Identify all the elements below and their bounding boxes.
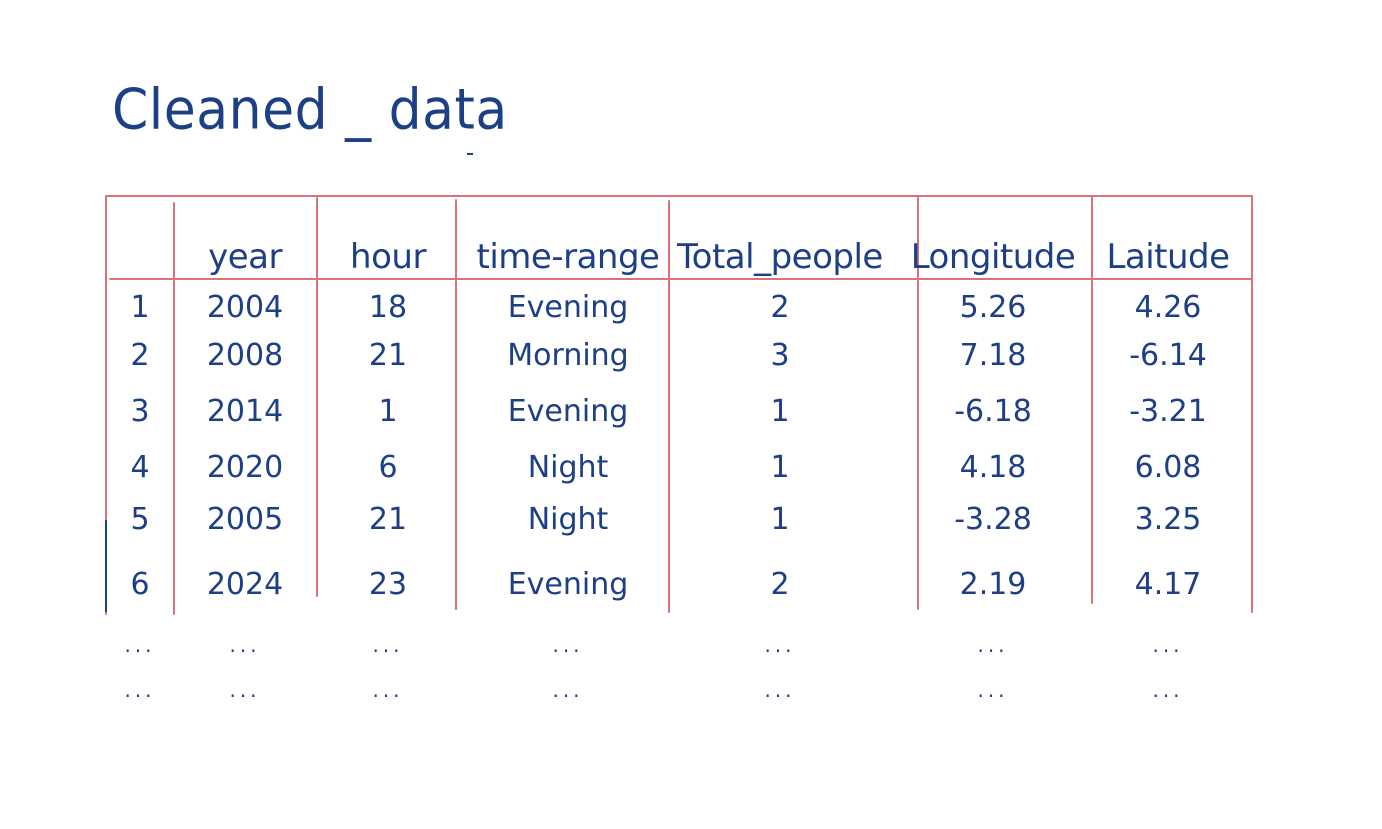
table-cell-latitude: -3.21 [1129,394,1207,429]
table-cell-hour: 21 [368,338,408,373]
continuation-cell-hour: ... [372,678,404,702]
table-cell-total-people: 2 [770,290,790,325]
table-cell-longitude: 5.26 [959,290,1027,325]
column-header-year: year [208,237,282,277]
table-cell-latitude: 6.08 [1134,450,1202,485]
table-cell-latitude: 4.17 [1134,567,1202,602]
table-cell-total-people: 1 [770,394,790,429]
page-title: Cleaned _ data [112,77,508,143]
table-cell-time-range: Morning [507,338,629,373]
continuation-cell-total-people: ... [764,678,796,702]
table-cell-year: 2004 [206,290,284,325]
table-cell-hour: 23 [368,567,408,602]
continuation-cell-longitude: ... [977,678,1009,702]
table-cell-hour: 6 [378,450,398,485]
column-header-time-range: time-range [476,237,660,277]
table-cell-index: 6 [130,567,150,602]
table-cell-longitude: 4.18 [959,450,1027,485]
continuation-cell-index: ... [124,678,156,702]
table-cell-time-range: Evening [507,394,629,429]
continuation-cell-total-people: ... [764,633,796,657]
table-cell-longitude: -6.18 [954,394,1032,429]
column-header-total-people: Total_people [677,237,883,277]
table-cell-index: 5 [130,502,150,537]
table-cell-hour: 21 [368,502,408,537]
table-cell-total-people: 2 [770,567,790,602]
continuation-cell-time-range: ... [552,678,584,702]
continuation-cell-year: ... [229,633,261,657]
table-cell-total-people: 1 [770,502,790,537]
table-cell-year: 2008 [206,338,284,373]
column-header-hour: hour [350,237,426,277]
table-cell-time-range: Night [527,450,609,485]
stray-pen-mark [467,153,473,155]
column-header-latitude: Laitude [1106,237,1230,277]
table-cell-year: 2005 [206,502,284,537]
table-cell-time-range: Evening [507,290,629,325]
table-cell-year: 2024 [206,567,284,602]
table-cell-total-people: 3 [770,338,790,373]
table-cell-longitude: -3.28 [954,502,1032,537]
table-cell-index: 3 [130,394,150,429]
continuation-cell-time-range: ... [552,633,584,657]
table-cell-total-people: 1 [770,450,790,485]
table-cell-year: 2020 [206,450,284,485]
table-cell-longitude: 7.18 [959,338,1027,373]
continuation-cell-year: ... [229,678,261,702]
continuation-cell-hour: ... [372,633,404,657]
column-header-longitude: Longitude [910,237,1076,277]
table-cell-index: 2 [130,338,150,373]
table-cell-index: 1 [130,290,150,325]
table-cell-latitude: 4.26 [1134,290,1202,325]
table-cell-hour: 18 [368,290,408,325]
table-cell-time-range: Evening [507,567,629,602]
table-cell-longitude: 2.19 [959,567,1027,602]
table-cell-hour: 1 [378,394,398,429]
table-cell-latitude: -6.14 [1129,338,1207,373]
continuation-cell-index: ... [124,633,156,657]
continuation-cell-latitude: ... [1152,633,1184,657]
table-cell-time-range: Night [527,502,609,537]
table-cell-latitude: 3.25 [1134,502,1202,537]
table-cell-index: 4 [130,450,150,485]
continuation-cell-longitude: ... [977,633,1009,657]
continuation-cell-latitude: ... [1152,678,1184,702]
table-cell-year: 2014 [206,394,284,429]
